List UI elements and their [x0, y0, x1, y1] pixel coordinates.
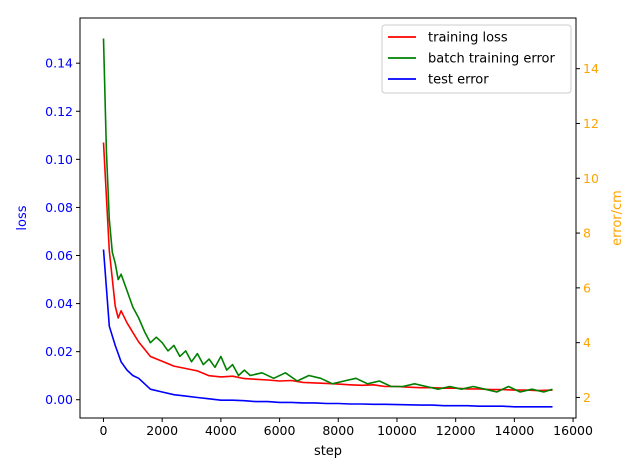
y-left-tick-label: 0.00: [45, 392, 73, 407]
x-tick-label: 2000: [146, 423, 178, 438]
x-tick-label: 14000: [494, 423, 534, 438]
series-layer: [102, 38, 553, 408]
legend-label: test error: [428, 73, 489, 88]
y-axis-left-label: loss: [15, 205, 30, 230]
x-tick-label: 0: [100, 423, 108, 438]
y-right-tick-label: 4: [583, 335, 591, 350]
y-right-tick-label: 10: [583, 171, 599, 186]
batch-training-error-line: [102, 38, 553, 393]
x-tick-label: 8000: [322, 423, 354, 438]
x-axis-label: step: [314, 444, 342, 459]
x-tick-label: 12000: [436, 423, 476, 438]
x-tick-label: 6000: [264, 423, 296, 438]
y-left-tick-label: 0.14: [45, 56, 73, 71]
axes-layer: 0 2000 4000 6000 8000 10000 12000 14000 16000 0.0…: [45, 17, 599, 438]
legend: training loss batch training error test er…: [381, 24, 572, 94]
plot-frame: [79, 17, 577, 419]
y-left-tick-label: 0.04: [45, 296, 73, 311]
y-left-tick-label: 0.10: [45, 152, 73, 167]
legend-label: training loss: [428, 31, 508, 46]
y-right-tick-label: 14: [583, 61, 599, 76]
y-right-tick-label: 12: [583, 116, 599, 131]
y-left-tick-label: 0.12: [45, 104, 73, 119]
y-right-tick-label: 6: [583, 280, 591, 295]
x-tick-label: 16000: [553, 423, 593, 438]
y-left-tick-label: 0.08: [45, 200, 73, 215]
y-axis-right-label: error/cm: [610, 190, 625, 246]
y-right-tick-label: 2: [583, 390, 591, 405]
y-left-tick-label: 0.02: [45, 344, 73, 359]
x-tick-label: 10000: [377, 423, 417, 438]
x-tick-label: 4000: [205, 423, 237, 438]
y-left-tick-label: 0.06: [45, 248, 73, 263]
legend-label: batch training error: [428, 52, 555, 67]
legend-box: [381, 24, 572, 94]
test-error-line: [102, 249, 553, 408]
y-right-tick-label: 8: [583, 226, 591, 241]
